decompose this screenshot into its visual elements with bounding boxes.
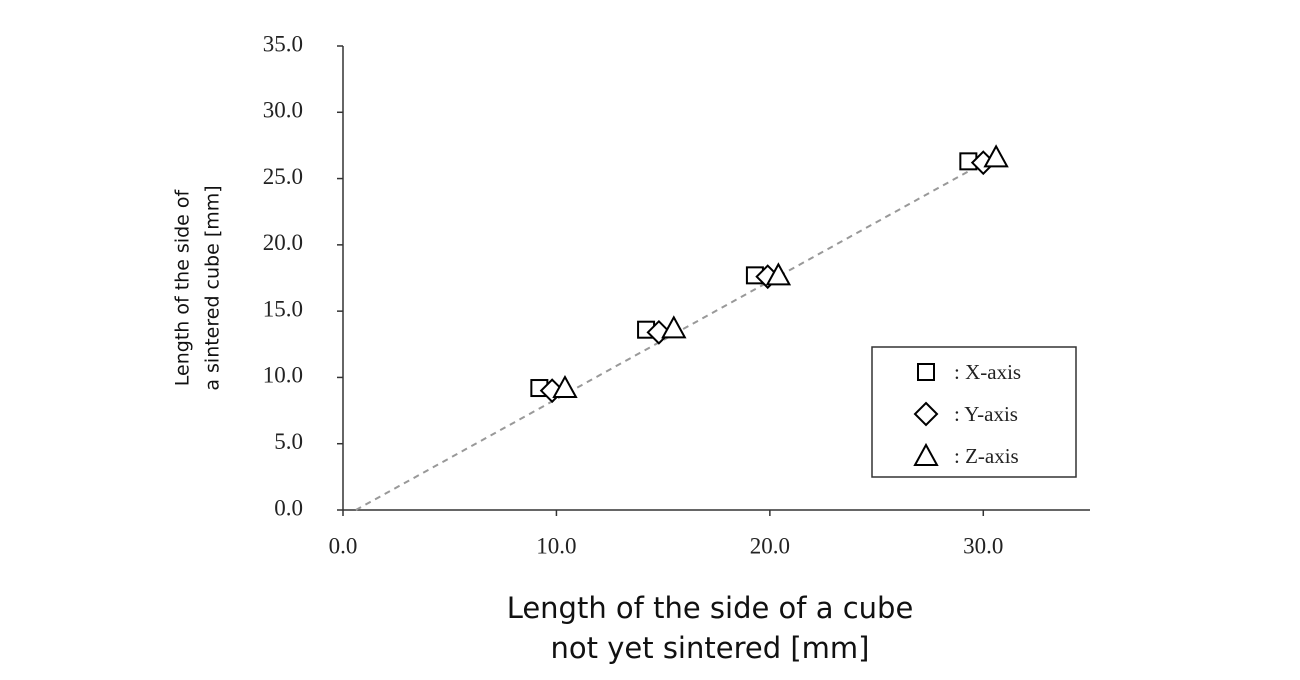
legend-label: : X-axis xyxy=(954,360,1021,384)
x-axis-title: not yet sintered [mm] xyxy=(551,631,870,665)
legend-marker xyxy=(917,363,935,381)
y-tick-label: 0.0 xyxy=(274,495,303,520)
legend-marker xyxy=(913,401,939,427)
point xyxy=(661,315,687,339)
x-axis-title: Length of the side of a cube xyxy=(507,591,914,625)
y-tick-label: 35.0 xyxy=(263,31,303,56)
point xyxy=(983,144,1009,168)
legend-marker xyxy=(913,442,939,466)
y-tick-label: 10.0 xyxy=(263,363,303,388)
x-tick-label: 0.0 xyxy=(329,533,358,558)
y-tick-label: 5.0 xyxy=(274,429,303,454)
point xyxy=(552,374,578,399)
legend-label: : Y-axis xyxy=(954,402,1018,426)
y-axis-title: a sintered cube [mm] xyxy=(202,185,224,390)
x-tick-label: 10.0 xyxy=(536,533,576,558)
y-tick-label: 30.0 xyxy=(263,98,303,123)
y-tick-label: 15.0 xyxy=(263,296,303,321)
x-tick-label: 20.0 xyxy=(750,533,790,558)
x-tick-label: 30.0 xyxy=(963,533,1003,558)
y-tick-label: 25.0 xyxy=(263,164,303,189)
y-tick-label: 20.0 xyxy=(263,230,303,255)
legend-label: : Z-axis xyxy=(954,444,1019,468)
y-axis-title: Length of the side of xyxy=(172,188,194,386)
legend-box xyxy=(871,346,1077,478)
point xyxy=(765,262,792,286)
